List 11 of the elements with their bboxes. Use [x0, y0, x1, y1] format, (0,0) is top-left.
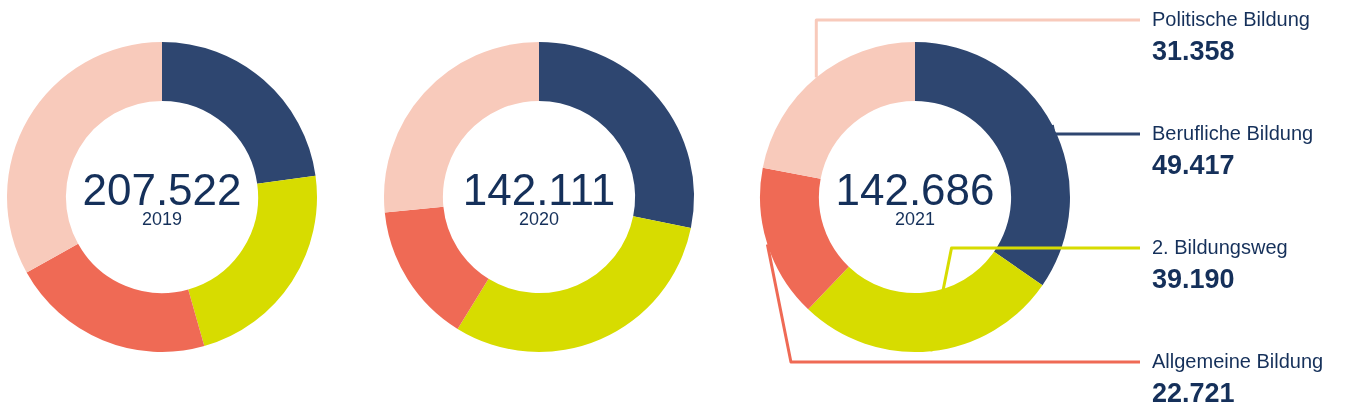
slice-label: Allgemeine Bildung: [1152, 349, 1324, 372]
data-label: 49.417: [1152, 150, 1235, 181]
data-label: 31.358: [1152, 36, 1235, 67]
slice-label: Berufliche Bildung: [1152, 121, 1314, 144]
slice-label: Politische Bildung: [1152, 7, 1310, 30]
text: 2020: [518, 208, 560, 229]
text: 2021: [894, 208, 936, 229]
data-label: 22.721: [1152, 378, 1235, 409]
text: 2019: [141, 208, 183, 229]
slice-label: 2. Bildungsweg: [1152, 235, 1288, 258]
data-label: 39.190: [1152, 264, 1235, 295]
